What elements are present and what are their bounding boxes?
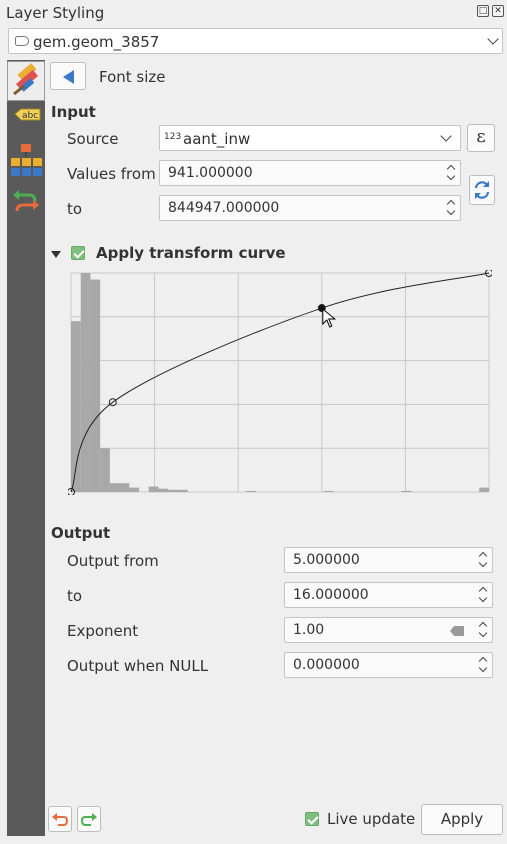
sidebar-item-labels[interactable]: abc <box>7 103 45 143</box>
float-icon[interactable]: □ <box>477 5 489 17</box>
histogram-bar <box>148 486 159 492</box>
input-heading: Input <box>51 103 96 121</box>
layer-select-value: gem.geom_3857 <box>33 33 160 51</box>
values-to-value: 844947.000000 <box>168 200 280 216</box>
values-to-stepper[interactable] <box>444 196 460 220</box>
style-sidebar: abc <box>7 60 45 836</box>
source-label: Source <box>67 130 119 148</box>
vector-layer-icon <box>15 36 29 46</box>
output-null-stepper[interactable] <box>476 653 492 677</box>
chevron-down-icon <box>440 130 452 142</box>
output-to-value: 16.000000 <box>293 587 369 603</box>
values-to-label: to <box>67 200 83 218</box>
transform-curve-canvas[interactable] <box>67 269 493 496</box>
apply-button[interactable]: Apply <box>421 804 503 835</box>
histogram-bar <box>119 483 130 492</box>
redo-icon <box>80 813 97 826</box>
exponent-spinbox[interactable]: 1.00 <box>284 617 493 643</box>
symbology-brush-icon <box>13 63 38 96</box>
values-from-value: 941.000000 <box>168 165 253 181</box>
output-null-value: 0.000000 <box>293 657 360 673</box>
histogram-bar <box>479 487 489 492</box>
histogram-bar <box>129 487 140 492</box>
live-update-label[interactable]: Live update <box>327 810 416 828</box>
histogram-bar <box>109 483 120 492</box>
histogram-bar <box>80 273 91 492</box>
sidebar-item-symbology[interactable] <box>7 61 45 101</box>
transform-curve-plot[interactable] <box>67 269 493 496</box>
histogram-bar <box>323 490 334 492</box>
window-title: Layer Styling <box>6 4 105 22</box>
curve-control-point[interactable] <box>108 398 117 407</box>
values-from-spinbox[interactable]: 941.000000 <box>159 160 461 186</box>
histogram-bar <box>71 321 81 492</box>
output-from-stepper[interactable] <box>476 548 492 572</box>
undo-button[interactable] <box>48 806 72 832</box>
output-from-spinbox[interactable]: 5.000000 <box>284 547 493 573</box>
diagram-icon <box>11 144 42 176</box>
histogram-bar <box>245 490 256 492</box>
output-from-value: 5.000000 <box>293 552 360 568</box>
histogram-bar <box>158 488 169 492</box>
histogram-bar <box>168 489 178 492</box>
title-bar: Layer Styling □ ✕ <box>0 0 507 26</box>
output-from-label: Output from <box>67 552 159 570</box>
numeric-field-icon: 123 <box>164 132 182 142</box>
output-to-spinbox[interactable]: 16.000000 <box>284 582 493 608</box>
expression-button[interactable]: ε <box>467 124 495 152</box>
layer-select[interactable]: gem.geom_3857 <box>8 28 503 54</box>
apply-curve-checkbox[interactable] <box>71 246 85 260</box>
refresh-icon <box>474 181 490 199</box>
fetch-range-button[interactable] <box>469 175 495 205</box>
clear-icon[interactable] <box>450 626 464 636</box>
apply-curve-label[interactable]: Apply transform curve <box>96 244 286 262</box>
output-to-label: to <box>67 587 83 605</box>
exponent-label: Exponent <box>67 622 139 640</box>
undo-icon <box>52 813 69 826</box>
values-to-spinbox[interactable]: 844947.000000 <box>159 195 461 221</box>
arrow-left-icon <box>63 70 74 84</box>
panel-breadcrumb: Font size <box>99 68 166 86</box>
output-null-spinbox[interactable]: 0.000000 <box>284 652 493 678</box>
exponent-value: 1.00 <box>293 622 325 638</box>
source-field-value: aant_inw <box>183 130 251 148</box>
collapse-arrow-icon[interactable] <box>51 251 61 258</box>
back-button[interactable] <box>50 62 86 90</box>
output-null-label: Output when NULL <box>67 657 209 675</box>
histogram-bar <box>401 490 412 492</box>
live-update-checkbox[interactable] <box>305 812 319 826</box>
sidebar-item-history[interactable] <box>7 181 45 221</box>
redo-button[interactable] <box>77 806 101 832</box>
source-field-select[interactable]: 123 aant_inw <box>159 125 461 151</box>
values-from-label: Values from <box>67 165 156 183</box>
output-to-stepper[interactable] <box>476 583 492 607</box>
histogram-bar <box>177 489 188 492</box>
labels-abc-icon: abc <box>14 108 41 121</box>
transform-curve-line <box>70 272 490 493</box>
exponent-stepper[interactable] <box>476 618 492 642</box>
history-icon <box>13 190 39 212</box>
close-icon[interactable]: ✕ <box>492 5 504 17</box>
svg-text:abc: abc <box>22 111 38 121</box>
values-from-stepper[interactable] <box>444 161 460 185</box>
mouse-cursor-icon <box>322 307 337 328</box>
output-heading: Output <box>51 524 111 542</box>
chevron-down-icon <box>487 33 499 45</box>
sidebar-item-diagrams[interactable] <box>7 140 45 180</box>
histogram-bar <box>100 448 110 492</box>
histogram-bar <box>90 279 101 492</box>
